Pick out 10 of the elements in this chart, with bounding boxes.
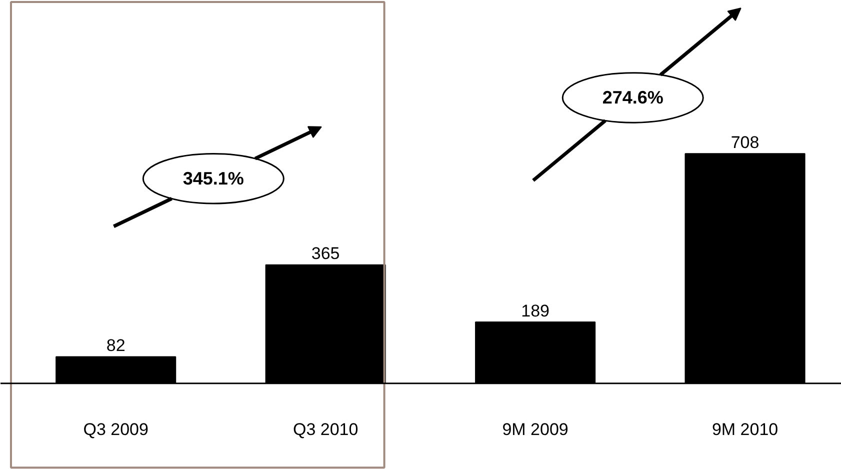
annotation: 345.1% [182,168,244,189]
data-label: 708 [730,132,760,152]
x-tick-label: Q3 2010 [292,420,358,439]
x-tick-label: Q3 2009 [83,420,148,439]
x-tick-label: 9M 2009 [502,420,568,439]
data-label: 189 [521,301,550,320]
annotation: 274.6% [602,88,664,108]
data-label: 365 [311,244,340,264]
x-tick-label: 9M 2010 [712,420,778,439]
data-label: 82 [106,336,126,356]
